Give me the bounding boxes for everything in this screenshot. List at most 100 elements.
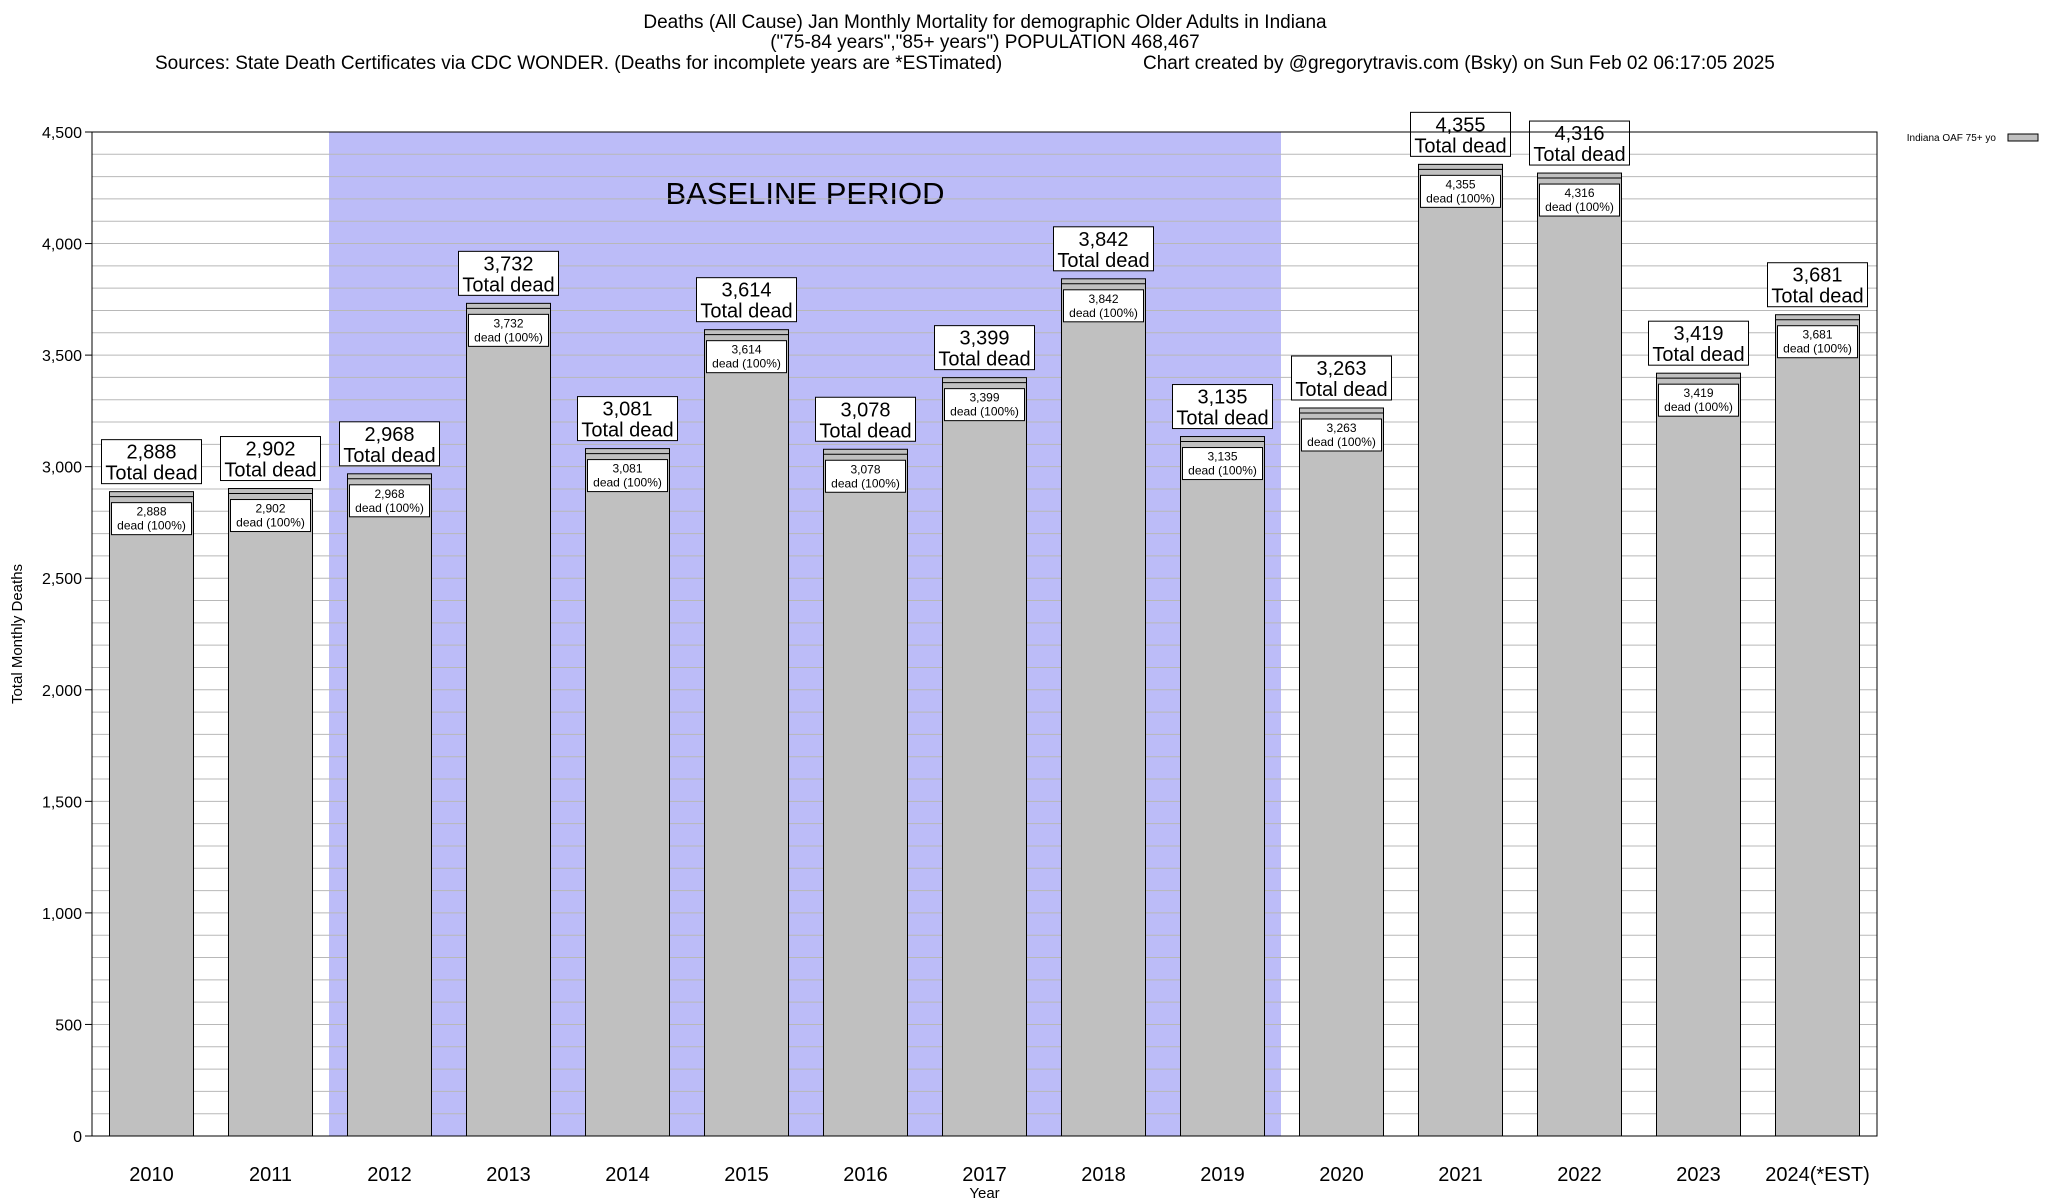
inner-label-box <box>349 484 430 518</box>
inner-dead-label: dead (100%) <box>1426 191 1495 205</box>
x-tick-label: 2015 <box>724 1164 769 1186</box>
inner-dead-label: dead (100%) <box>1069 306 1138 320</box>
inner-label-box <box>1063 289 1144 323</box>
inner-value-label: 3,399 <box>969 391 999 405</box>
y-tick-label: 1,500 <box>42 794 82 811</box>
total-dead-label: Total dead <box>819 420 911 442</box>
total-value-label: 2,888 <box>126 442 176 464</box>
bar <box>466 302 551 1137</box>
plot-frame <box>91 131 1878 1137</box>
total-dead-label: Total dead <box>581 420 673 442</box>
x-tick-label: 2016 <box>843 1164 888 1186</box>
total-value-label: 4,355 <box>1435 114 1485 136</box>
total-label-box <box>339 421 440 467</box>
total-label-box <box>1291 355 1392 401</box>
total-label-box <box>1172 384 1273 430</box>
total-label-box <box>101 439 202 485</box>
total-dead-label: Total dead <box>1295 379 1387 401</box>
inner-value-label: 3,842 <box>1088 292 1118 306</box>
inner-dead-label: dead (100%) <box>117 519 186 533</box>
total-value-label: 3,263 <box>1316 358 1366 380</box>
total-value-label: 3,135 <box>1197 387 1247 409</box>
total-label-box <box>696 277 797 323</box>
x-tick-label: 2011 <box>249 1164 292 1186</box>
bar <box>1061 278 1146 1137</box>
inner-value-label: 2,888 <box>136 505 166 519</box>
y-tick-label: 500 <box>55 1017 82 1034</box>
x-tick-label: 2018 <box>1081 1164 1126 1186</box>
inner-dead-label: dead (100%) <box>950 405 1019 419</box>
inner-dead-label: dead (100%) <box>1307 435 1376 449</box>
inner-value-label: 3,263 <box>1326 421 1356 435</box>
x-tick-label: 2014 <box>605 1164 650 1186</box>
baseline-period-label: BASELINE PERIOD <box>665 176 944 211</box>
x-tick-label: 2013 <box>486 1164 531 1186</box>
inner-label-box <box>587 459 668 493</box>
bar <box>1418 163 1503 1137</box>
total-value-label: 2,902 <box>245 439 295 461</box>
inner-dead-label: dead (100%) <box>1664 400 1733 414</box>
inner-value-label: 3,135 <box>1207 450 1237 464</box>
bar <box>823 448 908 1137</box>
y-tick-label: 1,000 <box>42 906 82 923</box>
inner-label-box <box>111 502 192 536</box>
x-tick-label: 2017 <box>962 1164 1007 1186</box>
total-value-label: 3,842 <box>1078 229 1128 251</box>
total-label-box <box>1410 111 1511 157</box>
total-value-label: 3,614 <box>721 280 771 302</box>
bar <box>347 473 432 1137</box>
bar <box>1180 436 1265 1137</box>
total-value-label: 3,732 <box>483 253 533 275</box>
inner-dead-label: dead (100%) <box>355 501 424 515</box>
total-dead-label: Total dead <box>343 445 435 467</box>
total-value-label: 3,399 <box>959 328 1009 350</box>
inner-dead-label: dead (100%) <box>236 516 305 530</box>
bar <box>1299 407 1384 1137</box>
inner-value-label: 4,355 <box>1445 177 1475 191</box>
bar <box>1537 172 1622 1137</box>
total-label-box <box>577 396 678 442</box>
y-tick-label: 2,000 <box>42 683 82 700</box>
bar <box>1775 314 1860 1137</box>
total-dead-label: Total dead <box>1771 286 1863 308</box>
y-tick-label: 4,500 <box>42 125 82 142</box>
inner-label-box <box>944 388 1025 422</box>
inner-value-label: 4,316 <box>1564 186 1594 200</box>
bar <box>109 491 194 1137</box>
total-label-box <box>1648 320 1749 366</box>
x-tick-label: 2012 <box>367 1164 412 1186</box>
inner-label-box <box>230 499 311 533</box>
chart-sources: Sources: State Death Certificates via CD… <box>155 53 1003 74</box>
inner-label-box <box>1420 174 1501 208</box>
x-tick-label: 2022 <box>1557 1164 1602 1186</box>
total-dead-label: Total dead <box>700 301 792 323</box>
legend-label: Indiana OAF 75+ yo <box>1907 133 1997 144</box>
inner-label-box <box>706 340 787 374</box>
chart-title-line2: ("75-84 years","85+ years") POPULATION 4… <box>770 32 1200 53</box>
inner-label-box <box>1301 418 1382 452</box>
inner-value-label: 3,081 <box>612 462 642 476</box>
total-value-label: 2,968 <box>364 424 414 446</box>
inner-label-box <box>1539 183 1620 217</box>
bar <box>704 329 789 1137</box>
total-value-label: 3,419 <box>1673 323 1723 345</box>
x-tick-label: 2010 <box>129 1164 174 1186</box>
inner-value-label: 3,419 <box>1683 386 1713 400</box>
inner-label-box <box>825 459 906 493</box>
total-dead-label: Total dead <box>1652 344 1744 366</box>
inner-dead-label: dead (100%) <box>712 357 781 371</box>
y-tick-label: 0 <box>73 1129 82 1146</box>
inner-dead-label: dead (100%) <box>1545 200 1614 214</box>
